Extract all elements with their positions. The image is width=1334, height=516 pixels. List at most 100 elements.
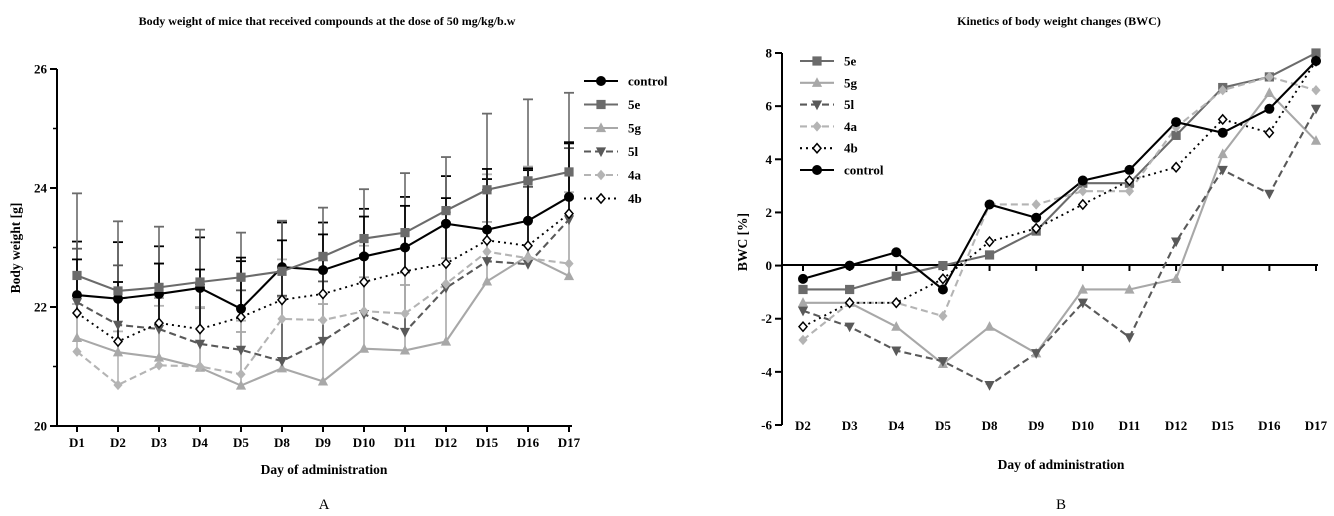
data-point-5l [235,345,247,356]
legend-marker-5g [811,77,823,87]
data-point-5l [1077,298,1088,309]
data-point-5l [1310,104,1322,115]
data-point-4b [523,239,533,252]
data-point-4b [1171,161,1182,174]
data-point-4a [564,258,574,269]
data-point-control [400,242,410,253]
legend-marker-4b [812,142,822,154]
legend-marker-5l [811,100,823,111]
data-point-4a [482,246,492,257]
data-point-4b [891,297,902,309]
chart-b-title: Kinetics of body weight changes (BWC) [957,14,1161,28]
data-point-4b [441,257,451,270]
legend [580,69,581,70]
data-point-4b [1264,126,1275,139]
x-tick-label: D8 [982,418,998,433]
data-point-4a [1031,199,1041,210]
data-point-control [937,284,948,295]
x-tick-label: D4 [888,418,904,433]
data-point-4b [359,276,369,288]
data-point-5g [797,297,809,307]
x-tick-label: D2 [795,418,811,433]
y-tick-label: 22 [34,300,47,315]
data-point-4a [195,361,205,372]
data-point-5l [1170,237,1182,248]
data-point-5l [797,306,809,317]
data-point-control [891,247,902,258]
y-tick-label: 8 [766,46,773,61]
legend-marker-4b [596,192,606,205]
legend-label-4b: 4b [844,141,858,156]
data-point-5e [938,260,948,271]
legend-marker-4a [596,169,606,181]
data-point-control [1124,164,1135,175]
data-point-4b [984,235,995,248]
data-point-4a [400,308,410,319]
data-point-control [1171,117,1182,128]
data-point-5l [481,257,493,267]
y-tick-label: 26 [34,62,48,77]
data-point-4a [1264,71,1274,83]
data-point-5g [1124,283,1135,294]
data-point-5l [1124,333,1135,343]
series-line-control [802,60,1317,292]
data-point-control [1077,175,1088,186]
data-point-5l [563,215,575,226]
data-point-5e [195,277,205,287]
data-point-4b [1031,222,1042,235]
data-point-5l [276,357,288,367]
data-point-4a [154,360,164,371]
data-point-5l [522,260,534,270]
data-point-5l [1264,189,1275,200]
data-point-control [798,273,808,284]
data-point-5e [72,270,82,281]
data-point-5l [153,324,165,335]
data-point-4b [937,273,948,285]
y-tick-label: -2 [761,311,772,326]
data-point-4b [1077,198,1088,211]
data-point-5l [399,327,411,338]
data-point-5e [984,250,995,260]
data-point-5e [236,272,246,282]
legend-label-control: control [628,74,668,89]
data-point-4b [277,294,287,306]
data-point-control [482,224,492,235]
data-point-5g [153,351,165,362]
legend-label-5e: 5e [844,54,857,69]
data-point-4a [798,334,808,346]
y-tick-label: 6 [766,99,773,114]
data-point-4b [564,207,574,220]
data-point-5g [1077,283,1088,294]
x-tick-label: D4 [192,435,208,450]
data-point-5g [71,332,83,343]
data-point-5e [277,266,287,276]
legend-label-4a: 4a [844,119,858,134]
x-tick-label: D11 [1119,418,1141,433]
legend-marker-5g [595,122,607,133]
data-point-5e [1171,130,1181,140]
data-point-4b [400,265,410,278]
legend-marker-4a [812,121,822,132]
data-point-5e [891,271,901,281]
legend-marker-5e [596,99,606,110]
data-point-5l [844,322,855,333]
x-tick-label: D10 [1072,418,1094,433]
data-point-control [318,265,328,276]
x-tick-label: D1 [69,435,85,450]
data-point-4a [1311,85,1321,96]
chart-b-x-label: Day of administration [998,457,1125,472]
legend-label-5l: 5l [628,144,639,159]
data-point-5e [845,284,855,295]
data-point-5l [1031,349,1042,359]
data-point-5g [563,270,575,281]
data-point-5l [112,320,124,331]
data-point-4b [195,323,205,335]
data-point-control [1031,212,1042,223]
data-point-5l [984,381,995,391]
data-point-4a [523,253,533,264]
data-point-5g [276,362,288,373]
legend-label-5e: 5e [628,97,641,112]
x-tick-label: D16 [1258,418,1281,433]
data-point-4a [938,310,948,322]
